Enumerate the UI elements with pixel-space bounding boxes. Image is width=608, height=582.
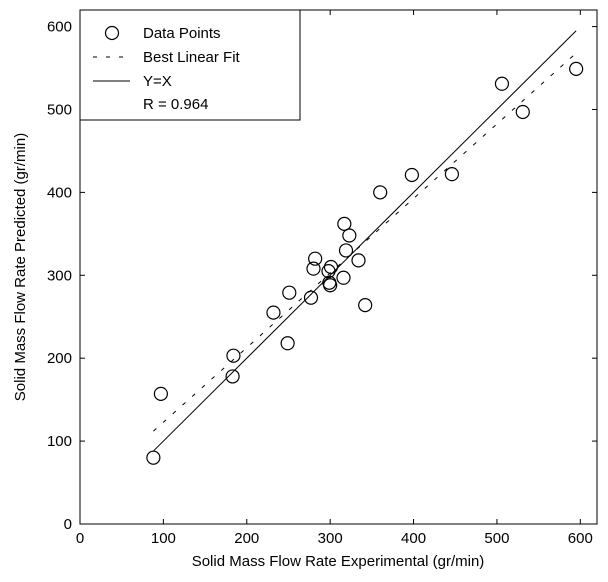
data-point bbox=[308, 251, 323, 266]
data-point bbox=[225, 369, 240, 384]
legend-label-data-points: Data Points bbox=[143, 25, 221, 42]
data-point bbox=[336, 270, 351, 285]
data-point bbox=[282, 285, 297, 300]
x-tick-label: 400 bbox=[401, 530, 426, 547]
x-tick-label: 200 bbox=[234, 530, 259, 547]
data-point bbox=[321, 264, 336, 279]
plot-frame bbox=[79, 9, 598, 525]
y-tick-label: 300 bbox=[47, 267, 72, 284]
data-point bbox=[342, 228, 357, 243]
data-point bbox=[323, 278, 338, 293]
legend-marker-circle bbox=[104, 25, 120, 41]
y-tick-label: 0 bbox=[64, 516, 72, 533]
x-tick-label: 500 bbox=[484, 530, 509, 547]
y-axis: 0 100 200 300 400 500 600 bbox=[47, 19, 597, 533]
data-point bbox=[494, 76, 510, 91]
data-point bbox=[444, 167, 460, 182]
legend: Data Points Best Linear Fit Y=X R = 0.96… bbox=[79, 9, 301, 121]
data-point bbox=[323, 259, 339, 275]
y-axis-label: Solid Mass Flow Rate Predicted (gr/min) bbox=[12, 133, 29, 401]
data-point bbox=[337, 216, 352, 231]
data-point bbox=[226, 348, 241, 363]
legend-label-r-value: R = 0.964 bbox=[143, 96, 208, 113]
x-tick-label: 600 bbox=[568, 530, 593, 547]
data-point bbox=[404, 167, 419, 183]
y-tick-label: 600 bbox=[47, 19, 72, 36]
data-point bbox=[569, 61, 584, 76]
data-point bbox=[351, 253, 366, 268]
y-tick-label: 200 bbox=[47, 350, 72, 367]
data-point bbox=[146, 450, 161, 465]
y-tick-label: 500 bbox=[47, 101, 72, 118]
data-point bbox=[338, 243, 354, 258]
legend-label-best-fit: Best Linear Fit bbox=[143, 49, 241, 66]
identity-line bbox=[153, 30, 577, 452]
x-tick-label: 0 bbox=[76, 530, 84, 547]
data-point bbox=[153, 386, 168, 401]
x-axis: 0 100 200 300 400 500 600 bbox=[76, 10, 593, 547]
y-tick-label: 400 bbox=[47, 184, 72, 201]
data-point bbox=[280, 336, 295, 351]
data-point bbox=[373, 185, 388, 200]
data-point bbox=[358, 298, 373, 313]
data-point bbox=[266, 305, 281, 320]
x-tick-label: 300 bbox=[318, 530, 343, 547]
x-axis-label: Solid Mass Flow Rate Experimental (gr/mi… bbox=[192, 553, 485, 570]
x-tick-label: 100 bbox=[151, 530, 176, 547]
y-tick-label: 100 bbox=[47, 433, 72, 450]
data-point bbox=[303, 290, 319, 305]
data-point bbox=[515, 104, 530, 120]
best-fit-line bbox=[153, 52, 577, 432]
legend-label-identity: Y=X bbox=[143, 73, 172, 90]
data-points bbox=[146, 61, 584, 465]
data-point bbox=[306, 261, 321, 276]
fit-lines bbox=[153, 30, 577, 452]
